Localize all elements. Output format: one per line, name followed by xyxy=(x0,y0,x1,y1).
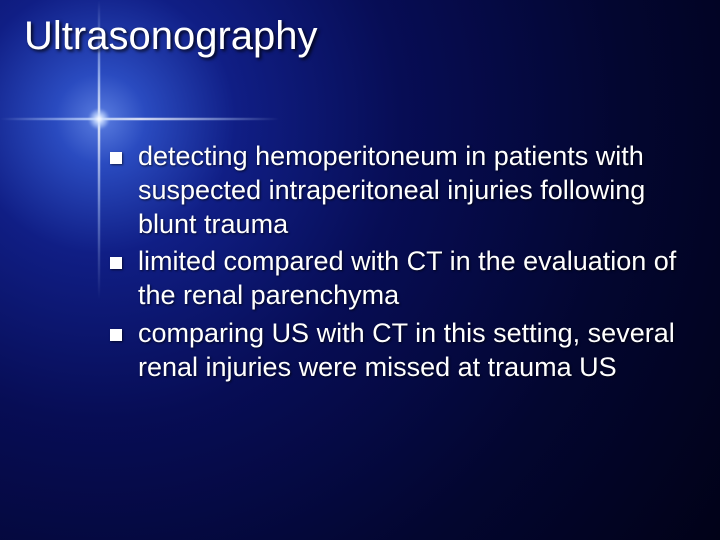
bullet-square-icon xyxy=(110,152,122,164)
bullet-text: limited compared with CT in the evaluati… xyxy=(138,245,680,313)
bullet-text: comparing US with CT in this setting, se… xyxy=(138,317,680,385)
bullet-square-icon xyxy=(110,329,122,341)
bullet-text: detecting hemoperitoneum in patients wit… xyxy=(138,140,680,241)
lens-flare-core xyxy=(88,108,110,130)
bullet-square-icon xyxy=(110,257,122,269)
bullet-item: comparing US with CT in this setting, se… xyxy=(110,317,680,385)
slide-body: detecting hemoperitoneum in patients wit… xyxy=(110,140,680,388)
slide-title: Ultrasonography xyxy=(24,14,318,59)
slide: Ultrasonography detecting hemoperitoneum… xyxy=(0,0,720,540)
lens-flare-horizontal xyxy=(0,118,280,120)
bullet-item: limited compared with CT in the evaluati… xyxy=(110,245,680,313)
bullet-item: detecting hemoperitoneum in patients wit… xyxy=(110,140,680,241)
